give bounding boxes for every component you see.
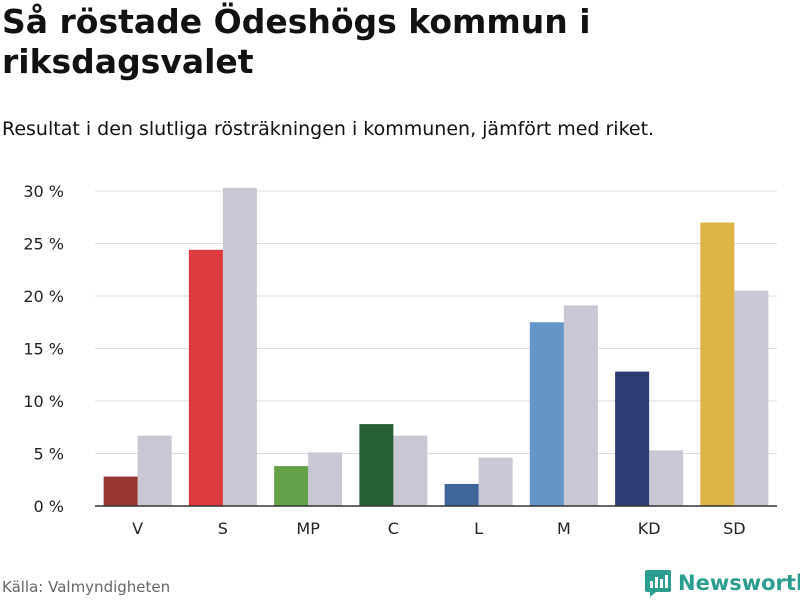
bar-riket xyxy=(222,187,257,506)
bar-riket xyxy=(734,290,769,506)
bar-chart: 0 % 5 % 10 % 15 % 20 % 25 % 30 % V S MP C L M KD SD xyxy=(23,182,777,538)
bar-riket xyxy=(563,305,598,506)
x-tick-label: KD xyxy=(638,519,661,538)
brand-name: Newsworthy xyxy=(678,571,800,595)
y-tick-label: 10 % xyxy=(23,392,64,411)
bar-kommun xyxy=(359,424,394,506)
x-tick-label: M xyxy=(557,519,571,538)
y-tick-label: 30 % xyxy=(23,182,64,201)
bar-riket xyxy=(137,435,172,506)
bar-kommun xyxy=(444,483,479,506)
source-note: Källa: Valmyndigheten xyxy=(2,578,171,596)
newsworthy-logo-icon xyxy=(645,570,671,597)
bar-kommun xyxy=(188,249,223,507)
y-tick-label: 25 % xyxy=(23,235,64,254)
bar-kommun xyxy=(274,466,309,506)
x-tick-label: SD xyxy=(723,519,745,538)
y-tick-label: 20 % xyxy=(23,287,64,306)
bar-kommun xyxy=(700,222,735,506)
y-tick-label: 5 % xyxy=(34,445,64,464)
brand[interactable]: Newsworthy xyxy=(644,568,800,598)
x-tick-label: C xyxy=(388,519,399,538)
y-tick-label: 0 % xyxy=(34,497,64,516)
y-tick-label: 15 % xyxy=(23,340,64,359)
bar-kommun xyxy=(615,371,650,506)
x-tick-label: S xyxy=(218,519,228,538)
bar-kommun xyxy=(529,322,564,506)
bar-riket xyxy=(649,450,684,506)
bar-kommun xyxy=(103,476,138,506)
x-tick-label: MP xyxy=(296,519,320,538)
bar-riket xyxy=(308,452,343,506)
x-tick-label: L xyxy=(474,519,483,538)
chart-title: Så röstade Ödeshögs kommun i riksdagsval… xyxy=(2,2,591,81)
x-tick-label: V xyxy=(132,519,143,538)
bar-riket xyxy=(393,435,428,506)
bar-riket xyxy=(478,457,513,506)
chart-subtitle: Resultat i den slutliga rösträkningen i … xyxy=(2,118,655,140)
